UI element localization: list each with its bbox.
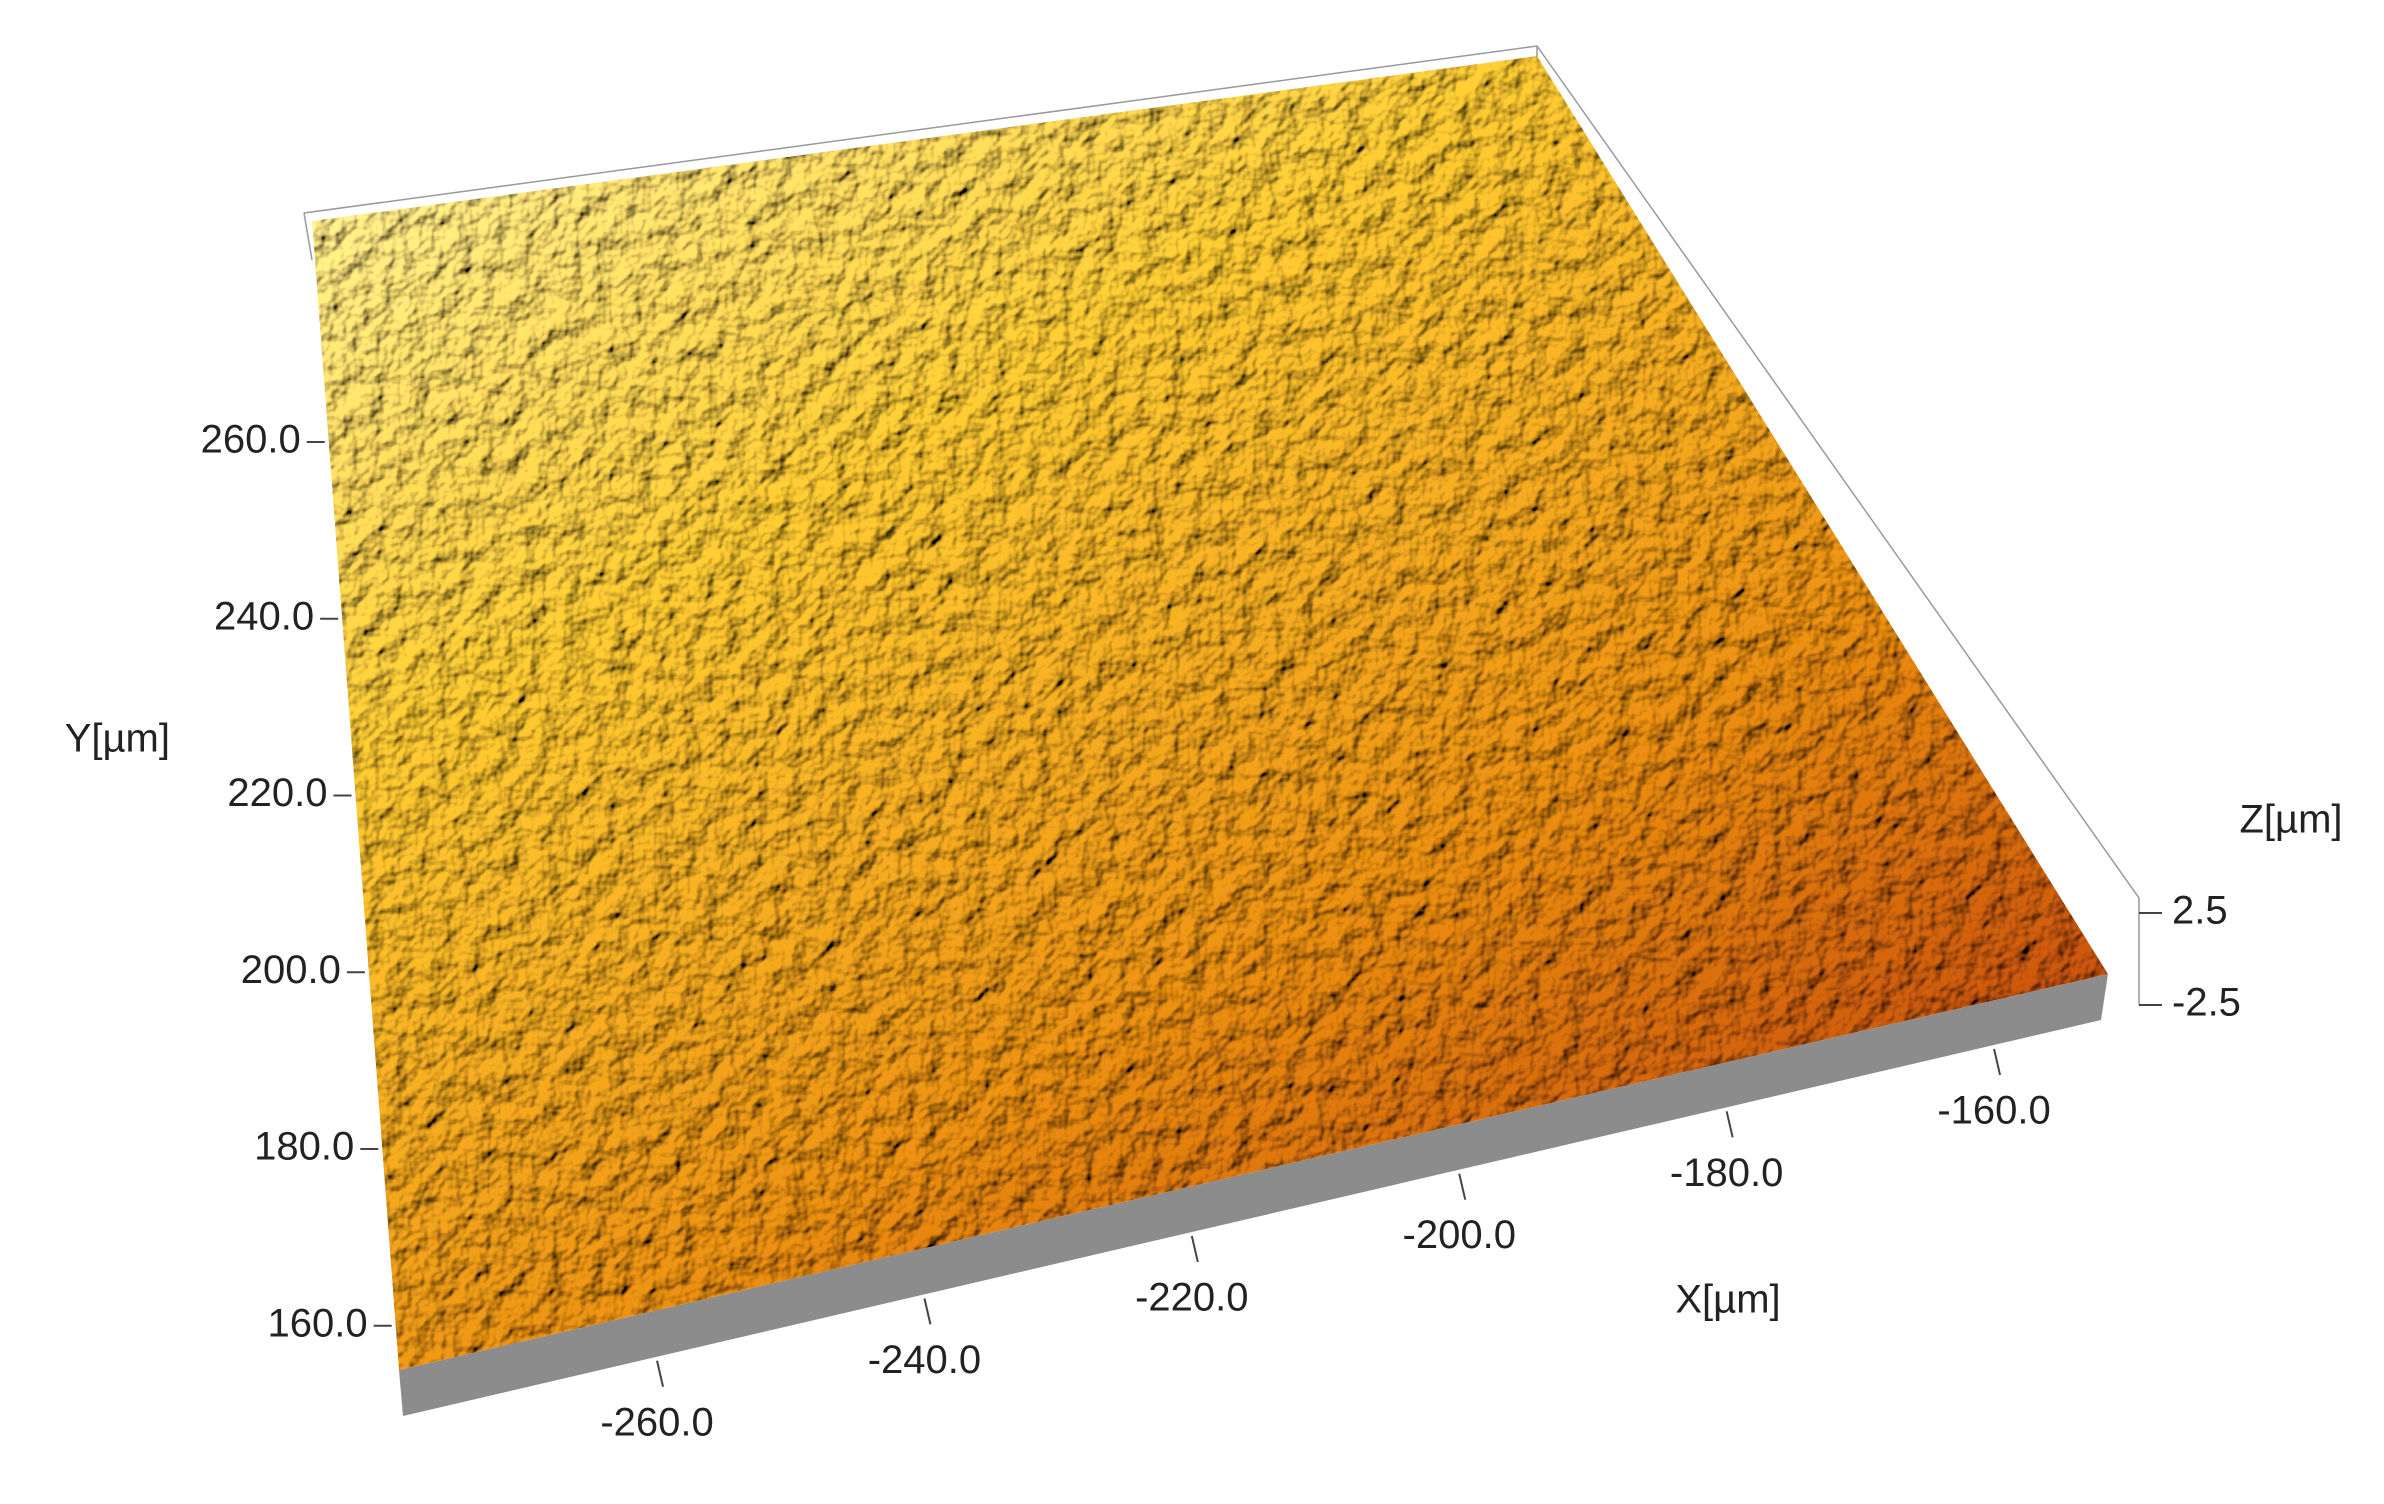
z-tick-label: -2.5 [2172,981,2241,1025]
y-tick-label: 160.0 [268,1301,368,1345]
x-tick [1190,1235,1199,1263]
z-axis-title: Z[µm] [2239,798,2342,842]
y-axis-title: Y[µm] [65,717,170,761]
surface [312,56,2108,1370]
x-tick-label: -200.0 [1403,1213,1516,1257]
x-tick [1993,1048,2002,1076]
x-tick [1458,1173,1467,1200]
z-tick-label: 2.5 [2172,889,2228,933]
x-tick [1725,1111,1734,1138]
x-tick-label: -220.0 [1135,1276,1248,1320]
y-tick-label: 180.0 [254,1125,354,1169]
y-tick-label: 200.0 [241,948,341,992]
y-tick-label: 260.0 [201,418,301,462]
x-tick-label: -260.0 [600,1400,713,1444]
surface-base [399,974,2108,1416]
y-tick-label: 220.0 [227,771,327,815]
y-tick-label: 240.0 [214,594,314,638]
x-tick-label: -240.0 [868,1338,981,1382]
x-axis-title: X[µm] [1675,1278,1780,1322]
x-tick-label: -180.0 [1670,1151,1783,1195]
x-tick [656,1360,665,1387]
x-tick [923,1298,932,1325]
x-tick-label: -160.0 [1937,1089,2050,1133]
